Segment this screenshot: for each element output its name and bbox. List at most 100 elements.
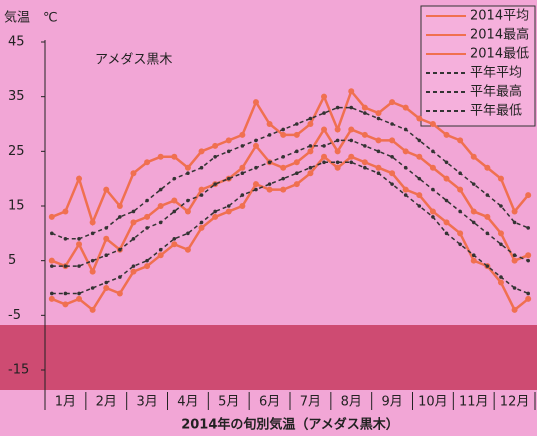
data-point bbox=[295, 122, 299, 126]
data-point bbox=[76, 296, 82, 302]
data-point bbox=[159, 248, 163, 252]
data-point bbox=[390, 122, 394, 126]
data-point bbox=[321, 94, 327, 100]
data-point bbox=[363, 144, 367, 148]
data-point bbox=[525, 192, 531, 198]
y-tick-label: 45 bbox=[8, 35, 25, 50]
data-point bbox=[336, 106, 340, 110]
data-point bbox=[377, 117, 381, 121]
data-point bbox=[118, 275, 122, 279]
data-point bbox=[335, 126, 341, 132]
data-point bbox=[418, 177, 422, 181]
data-point bbox=[253, 143, 259, 149]
data-point bbox=[226, 137, 232, 143]
legend-label: 平年最高 bbox=[470, 84, 522, 100]
data-point bbox=[362, 105, 368, 111]
data-point bbox=[90, 269, 96, 275]
data-point bbox=[321, 126, 327, 132]
data-point bbox=[226, 208, 232, 214]
data-point bbox=[213, 210, 217, 214]
data-point bbox=[90, 307, 96, 313]
data-point bbox=[268, 182, 272, 186]
data-point bbox=[91, 232, 95, 236]
data-point bbox=[186, 232, 190, 236]
data-point bbox=[348, 126, 354, 132]
data-point bbox=[199, 148, 205, 154]
data-point bbox=[363, 111, 367, 115]
data-point bbox=[404, 193, 408, 197]
data-point bbox=[403, 148, 409, 154]
data-point bbox=[307, 121, 313, 127]
data-point bbox=[76, 176, 82, 182]
data-point bbox=[499, 275, 503, 279]
data-point bbox=[295, 171, 299, 175]
y-axis-label: 気温 ℃ bbox=[4, 10, 58, 26]
data-point bbox=[145, 199, 149, 203]
data-point bbox=[159, 188, 163, 192]
data-point bbox=[486, 193, 490, 197]
data-point bbox=[309, 144, 313, 148]
y-tick-label: -5 bbox=[8, 308, 21, 323]
data-point bbox=[145, 259, 149, 263]
data-point bbox=[472, 182, 476, 186]
data-point bbox=[389, 99, 395, 105]
data-point bbox=[295, 150, 299, 154]
annotation: アメダス黒木 bbox=[95, 53, 172, 68]
data-point bbox=[241, 193, 245, 197]
data-point bbox=[486, 232, 490, 236]
data-point bbox=[104, 281, 108, 285]
data-point bbox=[457, 187, 463, 193]
data-point bbox=[62, 301, 68, 307]
data-point bbox=[349, 106, 353, 110]
data-point bbox=[185, 247, 191, 253]
data-point bbox=[158, 252, 164, 258]
data-point bbox=[526, 226, 530, 230]
data-point bbox=[390, 182, 394, 186]
y-tick-label: -15 bbox=[8, 363, 29, 378]
data-point bbox=[280, 187, 286, 193]
data-point bbox=[389, 170, 395, 176]
data-point bbox=[389, 137, 395, 143]
data-point bbox=[526, 292, 530, 296]
data-point bbox=[471, 154, 477, 160]
data-point bbox=[103, 285, 109, 291]
data-point bbox=[64, 292, 68, 296]
data-point bbox=[322, 144, 326, 148]
data-point bbox=[64, 264, 68, 268]
data-point bbox=[363, 166, 367, 170]
series-line bbox=[52, 157, 528, 310]
data-point bbox=[130, 219, 136, 225]
data-point bbox=[430, 121, 436, 127]
y-tick-label: 35 bbox=[8, 89, 25, 104]
data-point bbox=[253, 181, 259, 187]
data-point bbox=[377, 150, 381, 154]
data-point bbox=[145, 226, 149, 230]
data-point bbox=[213, 182, 217, 186]
data-point bbox=[430, 165, 436, 171]
x-tick-label: 9月 bbox=[381, 395, 402, 410]
data-point bbox=[307, 170, 313, 176]
y-tick-label: 5 bbox=[8, 253, 16, 268]
x-tick-label: 7月 bbox=[300, 395, 321, 410]
data-point bbox=[267, 121, 273, 127]
series-line bbox=[52, 140, 528, 266]
x-tick-label: 10月 bbox=[418, 395, 448, 410]
data-point bbox=[185, 208, 191, 214]
data-point bbox=[199, 187, 205, 193]
data-point bbox=[294, 181, 300, 187]
data-point bbox=[513, 253, 517, 257]
data-point bbox=[471, 258, 477, 264]
legend-label: 平年平均 bbox=[470, 66, 522, 81]
x-tick-label: 2月 bbox=[96, 395, 117, 410]
data-point bbox=[200, 221, 204, 225]
data-point bbox=[362, 159, 368, 165]
data-point bbox=[525, 296, 531, 302]
y-tick-label: 25 bbox=[8, 144, 25, 159]
data-point bbox=[212, 143, 218, 149]
data-point bbox=[117, 203, 123, 209]
data-point bbox=[375, 165, 381, 171]
x-tick-label: 8月 bbox=[341, 395, 362, 410]
data-point bbox=[281, 177, 285, 181]
data-point bbox=[362, 132, 368, 138]
data-point bbox=[64, 237, 68, 241]
